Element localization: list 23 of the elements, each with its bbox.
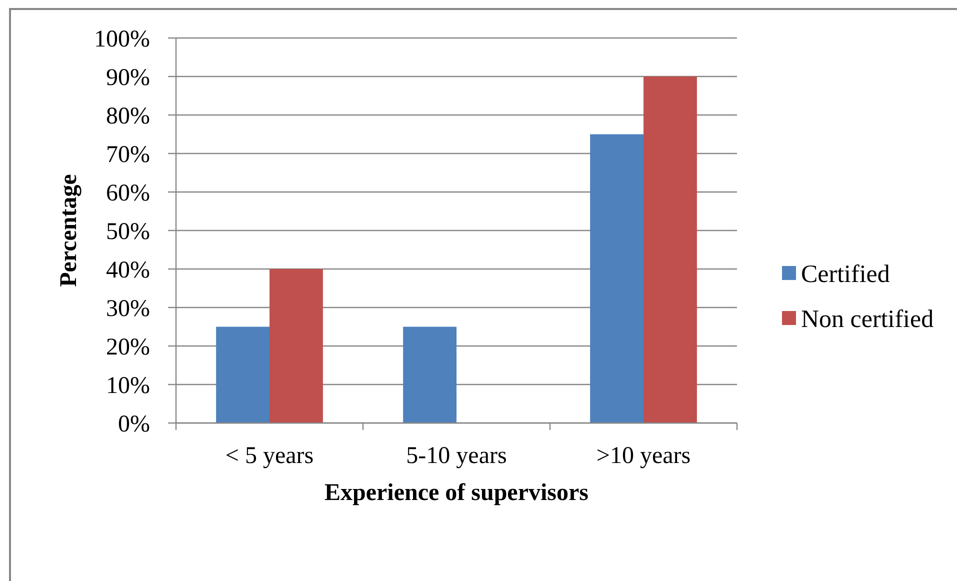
y-tick-label: 60% — [106, 180, 150, 206]
y-tick-label: 10% — [106, 372, 150, 399]
x-tick-label: 5-10 years — [406, 443, 507, 469]
legend-label: Certified — [801, 260, 890, 288]
y-tick-label: 80% — [106, 103, 150, 130]
y-tick-label: 30% — [106, 296, 150, 322]
y-tick-label: 90% — [106, 64, 150, 91]
legend-label: Non certified — [801, 306, 934, 333]
y-tick-label: 0% — [118, 411, 150, 438]
bar — [590, 134, 644, 423]
bar — [403, 326, 456, 423]
y-axis-title: Percentage — [56, 174, 82, 287]
y-tick-label: 50% — [106, 218, 150, 245]
y-tick-label: 100% — [94, 26, 150, 52]
bar — [270, 269, 323, 423]
bar — [216, 326, 270, 423]
y-tick-label: 20% — [106, 334, 150, 360]
y-tick-label: 70% — [106, 142, 150, 168]
x-tick-label: >10 years — [596, 443, 691, 469]
bar — [644, 76, 697, 423]
y-tick-label: 40% — [106, 257, 150, 284]
x-axis-title: Experience of supervisors — [324, 480, 588, 506]
x-tick-label: < 5 years — [225, 443, 314, 469]
